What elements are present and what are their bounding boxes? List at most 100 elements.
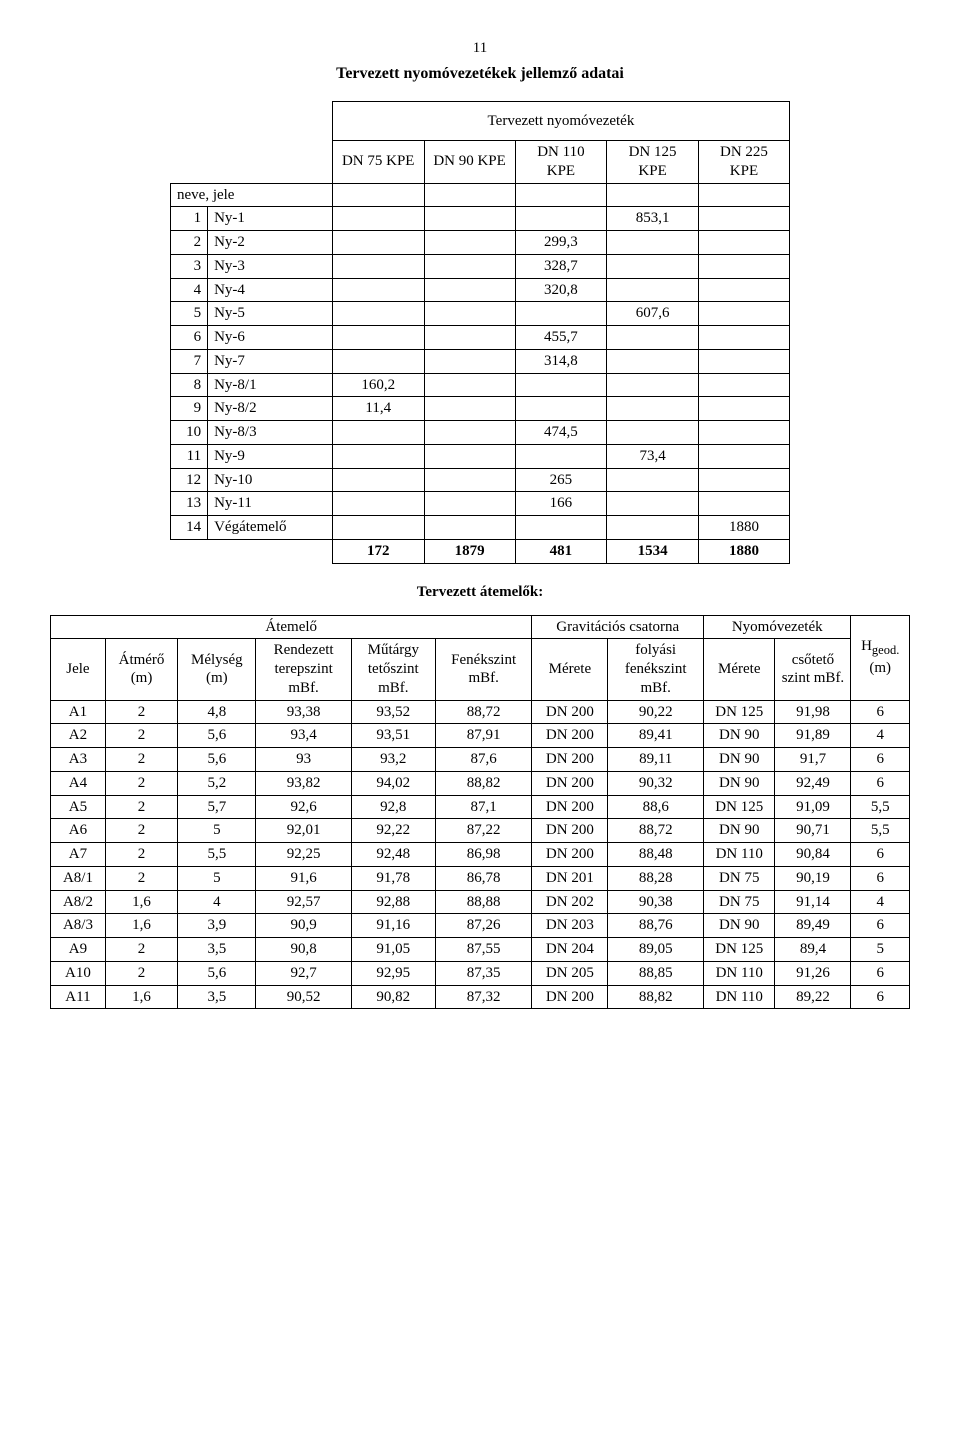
t2-cell: 6 <box>851 961 910 985</box>
t2-cell: 93,2 <box>351 748 435 772</box>
t2-cell: 92,57 <box>256 890 351 914</box>
t1-val: 455,7 <box>515 326 607 350</box>
t1-name: Ny-9 <box>208 444 333 468</box>
t1-name: Ny-10 <box>208 468 333 492</box>
table-row: 6Ny-6455,7 <box>171 326 790 350</box>
t2-cell: DN 200 <box>532 724 608 748</box>
t2-cell: 91,26 <box>775 961 851 985</box>
t2-cell: DN 125 <box>704 795 775 819</box>
t2-cell: DN 201 <box>532 866 608 890</box>
t1-val <box>698 397 789 421</box>
t2-cell: 6 <box>851 985 910 1009</box>
t1-name: Ny-7 <box>208 349 333 373</box>
t1-val <box>607 492 699 516</box>
t1-idx: 5 <box>171 302 208 326</box>
t2-cell: 92,22 <box>351 819 435 843</box>
t2-cell: DN 110 <box>704 961 775 985</box>
t1-col-1: DN 90 KPE <box>424 141 515 184</box>
t2-cell: DN 200 <box>532 985 608 1009</box>
t2-cell: 93 <box>256 748 351 772</box>
t1-idx: 13 <box>171 492 208 516</box>
t2-cell: A11 <box>51 985 106 1009</box>
t2-cell: 2 <box>105 938 177 962</box>
t2-cell: 2 <box>105 748 177 772</box>
t2-cell: 90,71 <box>775 819 851 843</box>
table-nyomovezetek: Tervezett nyomóvezeték DN 75 KPE DN 90 K… <box>170 101 790 564</box>
t2-cell: 90,19 <box>775 866 851 890</box>
t2-cell: 89,11 <box>608 748 704 772</box>
t2-hgeod-sym: H <box>861 638 872 654</box>
t1-idx: 1 <box>171 207 208 231</box>
table-row: 4Ny-4320,8 <box>171 278 790 302</box>
t1-col-0: DN 75 KPE <box>332 141 424 184</box>
t2-cell: 88,85 <box>608 961 704 985</box>
t2-cell: 5,2 <box>178 771 256 795</box>
table-row: 5Ny-5607,6 <box>171 302 790 326</box>
t2-cell: 6 <box>851 843 910 867</box>
t1-val <box>515 444 607 468</box>
t2-cell: 88,82 <box>608 985 704 1009</box>
t2-cell: A6 <box>51 819 106 843</box>
table-row: A8/21,6492,5792,8888,88DN 20290,38DN 759… <box>51 890 910 914</box>
t1-val: 607,6 <box>607 302 699 326</box>
t1-total-1: 1879 <box>424 539 515 563</box>
t1-val: 1880 <box>698 516 789 540</box>
t2-cell: 2 <box>105 700 177 724</box>
t2-cell: DN 204 <box>532 938 608 962</box>
t1-val <box>698 468 789 492</box>
t2-cell: 90,52 <box>256 985 351 1009</box>
t1-idx: 4 <box>171 278 208 302</box>
t2-cell: 6 <box>851 700 910 724</box>
t2-cell: DN 202 <box>532 890 608 914</box>
t1-total-3: 1534 <box>607 539 699 563</box>
t2-cell: 92,25 <box>256 843 351 867</box>
t2-cell: DN 200 <box>532 771 608 795</box>
t1-val <box>424 444 515 468</box>
t2-cell: 88,72 <box>435 700 532 724</box>
t1-name: Ny-2 <box>208 231 333 255</box>
table-row: 10Ny-8/3474,5 <box>171 421 790 445</box>
t1-val: 328,7 <box>515 254 607 278</box>
table-row: 13Ny-11166 <box>171 492 790 516</box>
t1-val <box>515 207 607 231</box>
t2-cell: 93,82 <box>256 771 351 795</box>
table-row: 11Ny-973,4 <box>171 444 790 468</box>
t1-val <box>424 278 515 302</box>
t2-cell: 86,98 <box>435 843 532 867</box>
t2-cell: 1,6 <box>105 914 177 938</box>
t1-val <box>698 302 789 326</box>
t1-val <box>424 421 515 445</box>
t2-sub-9: csőtető szint mBf. <box>775 639 851 700</box>
t1-idx: 8 <box>171 373 208 397</box>
t2-cell: 91,16 <box>351 914 435 938</box>
t1-val <box>698 349 789 373</box>
table-row: A1025,692,792,9587,35DN 20588,85DN 11091… <box>51 961 910 985</box>
t2-cell: A3 <box>51 748 106 772</box>
t1-name: Ny-6 <box>208 326 333 350</box>
t2-cell: 87,6 <box>435 748 532 772</box>
t2-cell: 92,6 <box>256 795 351 819</box>
t1-group-header: Tervezett nyomóvezeték <box>332 102 789 141</box>
t1-val: 474,5 <box>515 421 607 445</box>
t2-cell: 90,84 <box>775 843 851 867</box>
t2-cell: A1 <box>51 700 106 724</box>
t1-val <box>424 492 515 516</box>
t2-cell: 5,5 <box>851 819 910 843</box>
t2-cell: 90,22 <box>608 700 704 724</box>
t2-cell: 5 <box>851 938 910 962</box>
t2-sub-5: Fenékszint mBf. <box>435 639 532 700</box>
page-number: 11 <box>50 40 910 57</box>
t1-val: 314,8 <box>515 349 607 373</box>
t2-cell: 91,6 <box>256 866 351 890</box>
t1-val <box>698 231 789 255</box>
t1-name: Ny-1 <box>208 207 333 231</box>
t1-name: Ny-4 <box>208 278 333 302</box>
t2-cell: 89,49 <box>775 914 851 938</box>
t2-cell: 88,72 <box>608 819 704 843</box>
t2-cell: DN 125 <box>704 938 775 962</box>
title-1: Tervezett nyomóvezetékek jellemző adatai <box>50 65 910 83</box>
t1-total-2: 481 <box>515 539 607 563</box>
t1-val: 11,4 <box>332 397 424 421</box>
t1-val <box>332 326 424 350</box>
t2-cell: 4 <box>851 890 910 914</box>
